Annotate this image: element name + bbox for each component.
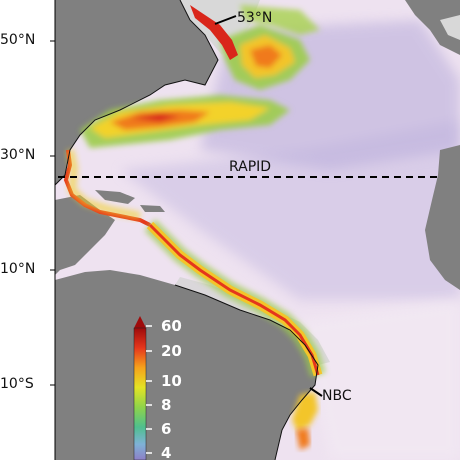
nbc-label: NBC (322, 388, 352, 404)
lat-label-10n: 10°N (0, 261, 36, 277)
lat-label-50n: 50°N (0, 32, 36, 48)
north-atlantic-current (220, 5, 320, 90)
north-brazil-current (144, 219, 326, 378)
colorbar-gradient (133, 327, 147, 460)
colorbar-tick-20: 20 (161, 342, 182, 360)
lat-label-10s: 10°S (0, 376, 34, 392)
colorbar-tick-6: 6 (161, 420, 171, 438)
coastline-north-america (55, 0, 219, 186)
nbc-section-line (309, 387, 323, 397)
ocean-interior-shade (120, 120, 460, 300)
colorbar: 60 20 10 8 6 4 (133, 316, 182, 460)
colorbar-extend-arrow (134, 316, 146, 328)
section-53n-line (214, 15, 237, 25)
colorbar-tick-10: 10 (161, 372, 182, 390)
land-north-america (55, 0, 218, 185)
land-south-america (55, 270, 318, 460)
gulf-stream-extension (80, 95, 290, 148)
land-central-america (55, 195, 115, 275)
colorbar-tick-8: 8 (161, 396, 171, 414)
land-africa (425, 145, 460, 290)
colorbar-tick-60: 60 (161, 317, 182, 335)
colorbar-tick-4: 4 (161, 444, 171, 460)
coastline-south-america (174, 284, 319, 460)
rapid-label: RAPID (229, 159, 271, 175)
lat-label-30n: 30°N (0, 147, 36, 163)
land-greenland (405, 0, 460, 55)
section-53n-label: 53°N (237, 10, 272, 26)
